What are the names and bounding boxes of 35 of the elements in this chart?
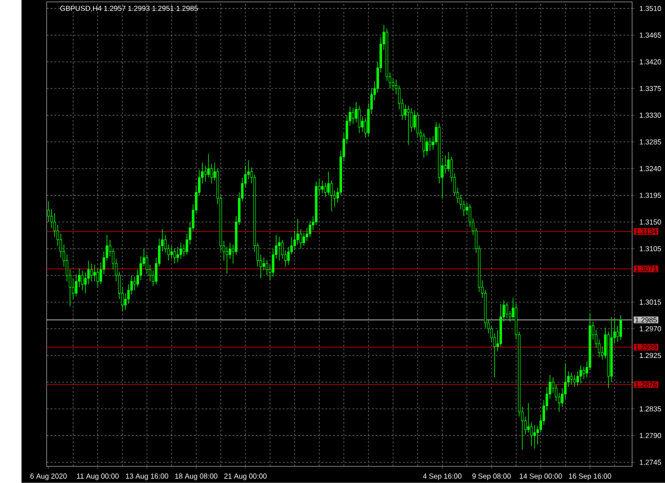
candlestick [527,402,530,433]
candlestick [324,182,327,198]
candlestick [321,180,324,194]
candlestick [352,108,354,125]
candlestick [204,165,207,182]
candlestick [407,105,410,146]
candlestick [302,232,306,246]
candlestick [579,365,582,384]
candlestick [416,112,419,138]
candlestick [266,260,268,276]
candlestick [81,270,84,291]
candlestick [573,374,576,388]
candlestick [278,236,280,261]
candlestick [428,138,432,152]
candlestick [327,171,330,196]
candlestick [262,257,266,272]
candlestick [170,245,173,260]
candlestick [422,132,426,158]
candlestick [444,155,447,174]
candlestick [582,366,586,380]
candlestick [176,246,179,263]
candlestick [90,263,93,282]
candlestick [207,154,210,178]
candlestick [619,314,622,340]
candlestick [413,110,416,130]
candlestick [173,248,176,264]
candlestick [426,138,428,156]
candlestick [506,302,508,318]
candlestick [96,268,99,288]
candlestick [180,242,182,260]
candlestick [533,424,536,449]
candlestick [93,264,96,282]
candlestick [570,372,573,385]
candlestick [358,105,360,134]
candlestick [133,276,136,291]
